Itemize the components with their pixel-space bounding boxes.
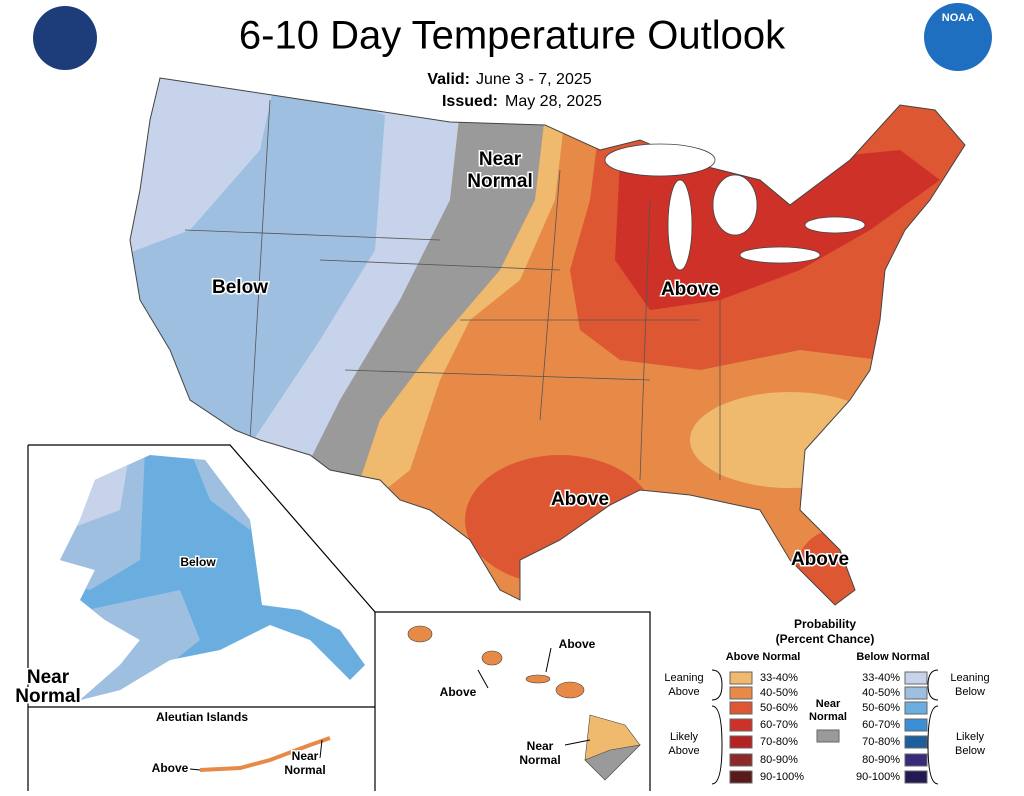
map-label: Above (152, 761, 189, 775)
legend-swatch (904, 686, 928, 700)
map-label: Normal (15, 686, 80, 707)
legend-range: 80-90% (760, 754, 798, 766)
legend-swatch (904, 718, 928, 732)
aleutian-title: Aleutian Islands (156, 710, 248, 724)
legend-near-label: Near (816, 698, 841, 710)
map-label: Near (292, 749, 319, 763)
legend-range: 40-50% (760, 687, 798, 699)
legend-group: Above (668, 745, 699, 757)
legend-header: Below Normal (856, 651, 929, 663)
legend-subtitle: (Percent Chance) (776, 632, 875, 646)
valid-dates: June 3 - 7, 2025 (476, 71, 592, 88)
legend-range: 40-50% (862, 687, 900, 699)
map-label: Near (527, 739, 554, 753)
legend-group: Likely (956, 731, 985, 743)
legend-title: Probability (794, 617, 856, 631)
legend-group: Above (668, 686, 699, 698)
title: 6-10 Day Temperature Outlook (239, 14, 786, 58)
great-lakes (604, 143, 866, 271)
map-label: Below (212, 277, 268, 298)
legend-swatch (729, 753, 753, 767)
map-label: Normal (519, 753, 560, 767)
alaska-map (60, 455, 365, 700)
map-label: Above (661, 279, 719, 300)
legend-range: 33-40% (760, 672, 798, 684)
legend-braces (711, 669, 939, 785)
legend-header: Above Normal (726, 651, 801, 663)
map-label: Above (551, 489, 609, 510)
legend-range: 60-70% (862, 719, 900, 731)
legend-range: 70-80% (862, 736, 900, 748)
legend-swatch (904, 753, 928, 767)
legend-range: 90-100% (856, 771, 900, 783)
legend-range: 33-40% (862, 672, 900, 684)
legend-swatch (904, 735, 928, 749)
map-label: Near (27, 667, 70, 688)
legend-swatch (729, 770, 753, 784)
map-label: Above (791, 549, 849, 570)
legend-swatch (729, 735, 753, 749)
islands (199, 625, 641, 781)
map-label: Normal (284, 763, 325, 777)
inset-frames (27, 444, 651, 791)
legend-swatch (729, 718, 753, 732)
map-label: Normal (467, 171, 532, 192)
legend-group: Leaning (664, 672, 703, 684)
legend-range: 60-70% (760, 719, 798, 731)
conus-outline (129, 77, 966, 606)
legend-swatch (904, 671, 928, 685)
issued-date: May 28, 2025 (505, 93, 602, 110)
legend-swatch (904, 770, 928, 784)
legend-group: Below (955, 686, 985, 698)
label-pointers (189, 647, 591, 771)
map-label: Above (440, 685, 477, 699)
legend-range: 80-90% (862, 754, 900, 766)
valid-label: Valid: (427, 71, 470, 88)
legend-swatch (729, 686, 753, 700)
legend-swatch (816, 729, 840, 743)
commerce-seal (33, 6, 97, 70)
map-label: Below (180, 555, 216, 569)
map-label: Above (559, 637, 596, 651)
noaa-logo-text: NOAA (942, 12, 974, 24)
legend-range: 50-60% (862, 702, 900, 714)
legend-range: 90-100% (760, 771, 804, 783)
legend-group: Leaning (950, 672, 989, 684)
issued-label: Issued: (442, 93, 498, 110)
legend-near-label: Normal (809, 711, 847, 723)
legend-group: Likely (670, 731, 699, 743)
legend-swatch (729, 701, 753, 715)
map-label: Near (479, 149, 522, 170)
legend-range: 50-60% (760, 702, 798, 714)
legend-range: 70-80% (760, 736, 798, 748)
legend-swatch (729, 671, 753, 685)
noaa-logo (924, 3, 992, 71)
legend-swatch (904, 701, 928, 715)
legend-group: Below (955, 745, 985, 757)
